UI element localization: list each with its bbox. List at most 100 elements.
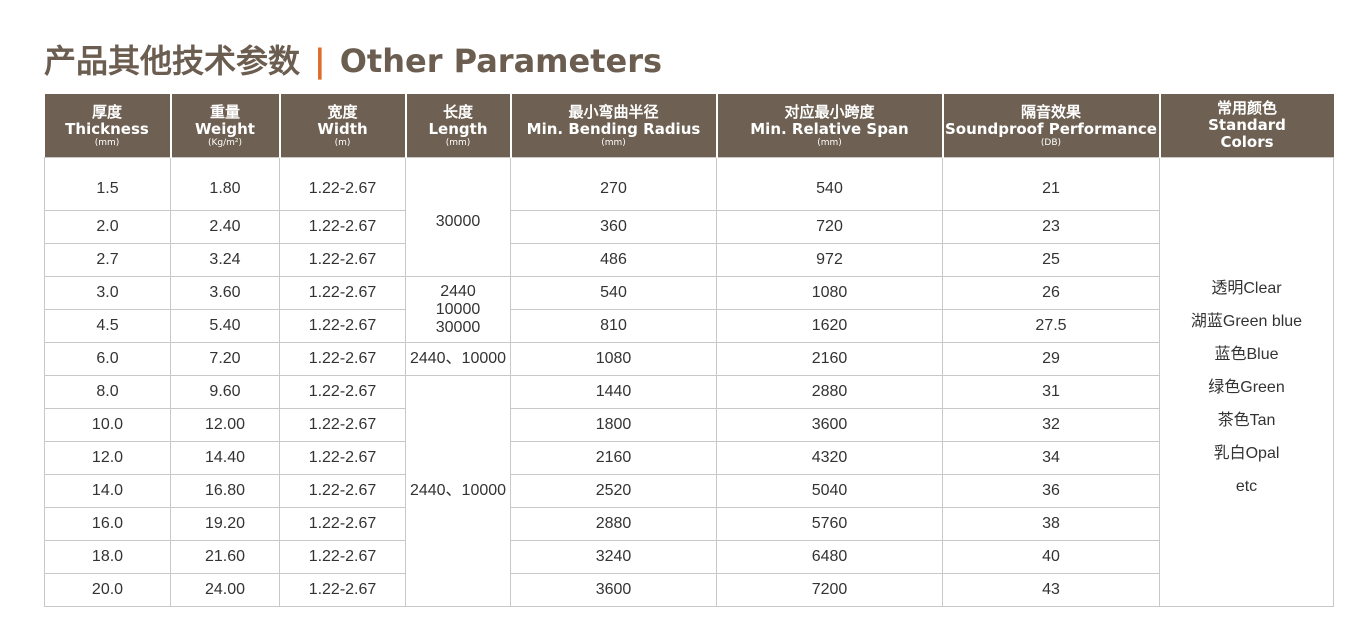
table-cell: 5760 <box>716 507 943 541</box>
color-option: 茶色Tan <box>1217 411 1276 429</box>
header-cn: 宽度 <box>327 102 358 121</box>
table-cell: 2880 <box>510 507 717 541</box>
table-cell: 720 <box>716 210 943 244</box>
table-cell: 12.00 <box>170 408 280 442</box>
header-en: Length <box>428 119 488 138</box>
length-value: 10000 <box>435 300 481 318</box>
page-title: 产品其他技术参数 | Other Parameters <box>44 36 662 82</box>
header-en2: Colors <box>1220 133 1274 151</box>
table-cell: 19.20 <box>170 507 280 541</box>
table-cell: 1.22-2.67 <box>279 573 406 607</box>
table-cell: 9.60 <box>170 375 280 409</box>
table-row: 4.5 5.40 1.22-2.67 810 1620 27.5 <box>44 309 1334 343</box>
title-en: Other Parameters <box>339 42 663 80</box>
table-cell: 1800 <box>510 408 717 442</box>
table-cell: 10.0 <box>44 408 171 442</box>
table-cell: 36 <box>942 474 1160 508</box>
length-cell: 30000 <box>405 157 511 277</box>
table-cell: 23 <box>942 210 1160 244</box>
column-header: 宽度 Width (m) <box>278 94 407 158</box>
color-option: 蓝色Blue <box>1214 345 1279 363</box>
table-cell: 270 <box>510 157 717 211</box>
table-cell: 21 <box>942 157 1160 211</box>
table-cell: 24.00 <box>170 573 280 607</box>
table-row: 12.0 14.40 1.22-2.67 2160 4320 34 <box>44 441 1334 475</box>
table-cell: 1.22-2.67 <box>279 276 406 310</box>
table-cell: 1080 <box>510 342 717 376</box>
color-option: etc <box>1235 477 1258 495</box>
table-cell: 5.40 <box>170 309 280 343</box>
table-cell: 20.0 <box>44 573 171 607</box>
table-cell: 16.0 <box>44 507 171 541</box>
table-cell: 3240 <box>510 540 717 574</box>
table-cell: 1.22-2.67 <box>279 474 406 508</box>
table-cell: 1.22-2.67 <box>279 507 406 541</box>
table-row: 14.0 16.80 1.22-2.67 2520 5040 36 <box>44 474 1334 508</box>
table-cell: 1.22-2.67 <box>279 342 406 376</box>
table-cell: 14.40 <box>170 441 280 475</box>
table-cell: 3.0 <box>44 276 171 310</box>
table-cell: 1.22-2.67 <box>279 210 406 244</box>
header-en: Weight <box>195 119 255 138</box>
color-option: 透明Clear <box>1211 279 1282 297</box>
table-cell: 34 <box>942 441 1160 475</box>
table-row: 10.0 12.00 1.22-2.67 1800 3600 32 <box>44 408 1334 442</box>
header-en: Soundproof Performance <box>945 119 1157 138</box>
table-cell: 1.22-2.67 <box>279 441 406 475</box>
table-cell: 972 <box>716 243 943 277</box>
table-cell: 16.80 <box>170 474 280 508</box>
table-cell: 4320 <box>716 441 943 475</box>
table-cell: 6480 <box>716 540 943 574</box>
table-cell: 3600 <box>510 573 717 607</box>
color-option: 乳白Opal <box>1213 444 1280 462</box>
table-cell: 360 <box>510 210 717 244</box>
length-value: 30000 <box>435 213 481 230</box>
table-cell: 1.22-2.67 <box>279 540 406 574</box>
table-cell: 29 <box>942 342 1160 376</box>
title-cn: 产品其他技术参数 <box>44 42 301 80</box>
header-unit: (Kg/m²) <box>207 137 243 148</box>
table-cell: 26 <box>942 276 1160 310</box>
table-cell: 14.0 <box>44 474 171 508</box>
column-header: 常用颜色 Standard Colors <box>1158 94 1334 158</box>
table-cell: 1.22-2.67 <box>279 309 406 343</box>
table-cell: 2160 <box>716 342 943 376</box>
table-cell: 6.0 <box>44 342 171 376</box>
table-cell: 540 <box>510 276 717 310</box>
table-row: 2.7 3.24 1.22-2.67 486 972 25 <box>44 243 1334 277</box>
color-option: 绿色Green <box>1208 378 1285 396</box>
header-en: Thickness <box>65 119 149 138</box>
header-cn: 长度 <box>442 102 473 121</box>
table-cell: 1440 <box>510 375 717 409</box>
header-row: 厚度 Thickness (mm) 重量 Weight (Kg/m²) 宽度 Width (m)… <box>44 94 1334 158</box>
table-cell: 810 <box>510 309 717 343</box>
table-row: 16.0 19.20 1.22-2.67 2880 5760 38 <box>44 507 1334 541</box>
title-separator: | <box>314 42 326 80</box>
header-en: Min. Relative Span <box>750 119 909 138</box>
table-cell: 27.5 <box>942 309 1160 343</box>
header-cn: 重量 <box>209 102 240 121</box>
table-row: 20.0 24.00 1.22-2.67 3600 7200 43 <box>44 573 1334 607</box>
length-value: 2440 <box>440 282 476 300</box>
table-cell: 1.22-2.67 <box>279 243 406 277</box>
header-en: Width <box>317 119 368 138</box>
table-cell: 31 <box>942 375 1160 409</box>
header-cn: 隔音效果 <box>1020 102 1081 121</box>
length-value: 2440、10000 <box>409 482 507 499</box>
table-row: 2.0 2.40 1.22-2.67 360 720 23 <box>44 210 1334 244</box>
length-cell: 2440 10000 30000 <box>405 276 511 343</box>
header-unit: (mm) <box>445 137 471 148</box>
table-cell: 12.0 <box>44 441 171 475</box>
table-cell: 1080 <box>716 276 943 310</box>
column-header: 隔音效果 Soundproof Performance (DB) <box>941 94 1161 158</box>
table-cell: 2.40 <box>170 210 280 244</box>
column-header: 厚度 Thickness (mm) <box>44 94 172 158</box>
table-row: 6.0 7.20 1.22-2.67 2440、10000 1080 2160 29 <box>44 342 1334 376</box>
table-row: 8.0 9.60 1.22-2.67 2440、10000 1440 2880 31 <box>44 375 1334 607</box>
column-header: 最小弯曲半径 Min. Bending Radius (mm) <box>509 94 718 158</box>
header-unit: (mm) <box>94 137 120 148</box>
length-cell: 2440、10000 <box>405 375 511 607</box>
table-cell: 25 <box>942 243 1160 277</box>
header-cn: 最小弯曲半径 <box>568 102 659 121</box>
header-cn: 厚度 <box>91 102 122 121</box>
